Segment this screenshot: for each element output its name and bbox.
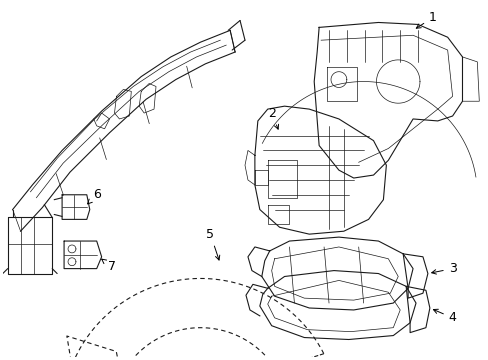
Text: 5: 5 — [206, 228, 219, 260]
Text: 2: 2 — [267, 107, 278, 129]
Text: 3: 3 — [431, 262, 456, 275]
Text: 4: 4 — [432, 309, 456, 324]
Text: 7: 7 — [102, 259, 115, 273]
Text: 6: 6 — [87, 188, 101, 204]
Text: 1: 1 — [415, 11, 436, 28]
